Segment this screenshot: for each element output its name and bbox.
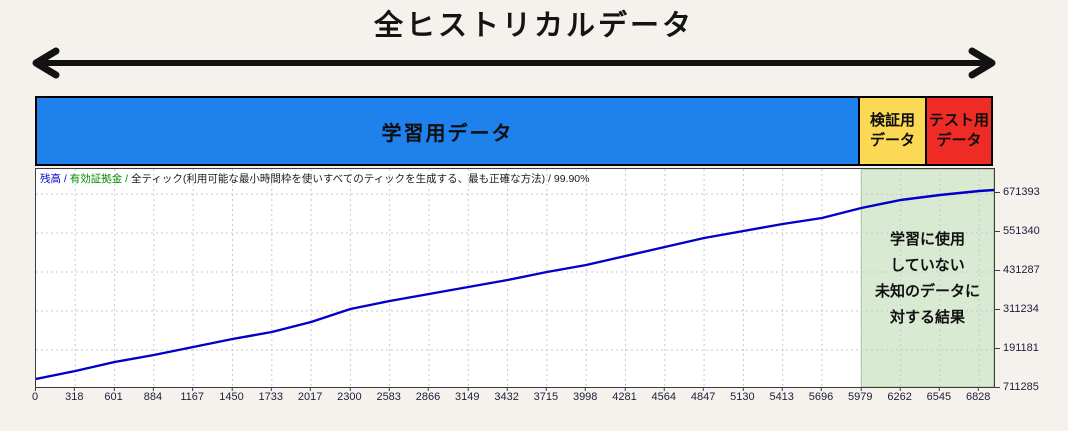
- unseen-note-line: 未知のデータに: [874, 283, 980, 300]
- legend-balance-label: 残高: [40, 173, 61, 185]
- legend-settings-label: 全ティック(利用可能な最小時間枠を使いすべてのティックを生成する、最も正確な方法…: [131, 173, 546, 185]
- x-axis-label: 3998: [572, 387, 598, 403]
- y-axis-label: 671393: [995, 186, 1040, 198]
- band-training-data: 学習用データ: [35, 96, 860, 166]
- x-axis-label: 5979: [848, 387, 873, 403]
- y-axis-label: 311234: [995, 303, 1039, 315]
- x-axis-label: 3432: [494, 387, 519, 403]
- backtest-chart-panel: 残高 / 有効証拠金 / 全ティック(利用可能な最小時間枠を使いすべてのティック…: [35, 168, 995, 388]
- band-training-label: 学習用データ: [381, 122, 514, 145]
- data-split-bands: 学習用データ 検証用 データ テスト用 データ: [35, 96, 995, 166]
- y-axis-label: 711285: [995, 381, 1039, 393]
- x-axis-label: 1167: [180, 387, 205, 403]
- x-axis-label: 884: [143, 387, 163, 403]
- x-axis-label: 5130: [730, 387, 755, 403]
- legend-separator: /: [61, 173, 70, 185]
- unseen-data-region: [860, 169, 994, 387]
- x-axis-label: 4281: [612, 387, 637, 403]
- x-axis-label: 4564: [651, 387, 677, 403]
- unseen-note-line: していない: [890, 257, 965, 275]
- arrow-head-left-icon: [32, 47, 60, 79]
- y-axis-label: 191181: [995, 342, 1039, 354]
- x-axis-label: 2583: [376, 387, 401, 403]
- x-axis-label: 2017: [297, 387, 323, 403]
- x-axis-label: 601: [104, 387, 123, 403]
- x-axis-label: 2866: [415, 387, 441, 403]
- arrow-head-right-icon: [968, 47, 996, 79]
- x-axis-label: 4847: [690, 387, 716, 403]
- x-axis-label: 5413: [769, 387, 794, 403]
- chart-legend: 残高 / 有効証拠金 / 全ティック(利用可能な最小時間枠を使いすべてのティック…: [40, 171, 994, 186]
- full-history-arrow: [32, 47, 996, 79]
- x-axis-label: 2300: [337, 387, 362, 403]
- legend-separator: /: [122, 173, 132, 185]
- x-axis-label: 6828: [965, 387, 991, 403]
- x-axis-label: 1733: [258, 387, 284, 403]
- band-test-label: テスト用 データ: [928, 111, 989, 149]
- y-axis-label: 551340: [995, 225, 1040, 237]
- band-validation-data: 検証用 データ: [858, 96, 927, 166]
- legend-quality-value: 99.90%: [553, 173, 590, 185]
- unseen-data-note: 学習に使用していない未知のデータに 対する結果: [859, 169, 996, 389]
- x-axis-label: 5696: [808, 387, 834, 403]
- x-axis-label: 3149: [455, 387, 480, 403]
- unseen-note-line: 学習に使用: [889, 231, 965, 249]
- x-axis-label: 1450: [219, 387, 244, 403]
- y-axis-label: 431287: [995, 264, 1040, 276]
- unseen-note-line: 対する結果: [889, 308, 965, 326]
- legend-separator: /: [545, 173, 554, 185]
- band-validation-label: 検証用 データ: [869, 111, 915, 149]
- x-axis-label: 318: [65, 387, 84, 403]
- x-axis-label: 0: [31, 387, 39, 403]
- legend-equity-label: 有効証拠金: [69, 173, 123, 185]
- x-axis-label: 3715: [533, 387, 559, 403]
- x-axis-label: 6545: [926, 387, 952, 403]
- equity-curve-line: [36, 188, 994, 381]
- band-test-data: テスト用 データ: [925, 96, 993, 166]
- x-axis-label: 6262: [887, 387, 912, 403]
- figure-title: 全ヒストリカルデータ: [373, 10, 694, 42]
- equity-curve-plot: [36, 169, 994, 387]
